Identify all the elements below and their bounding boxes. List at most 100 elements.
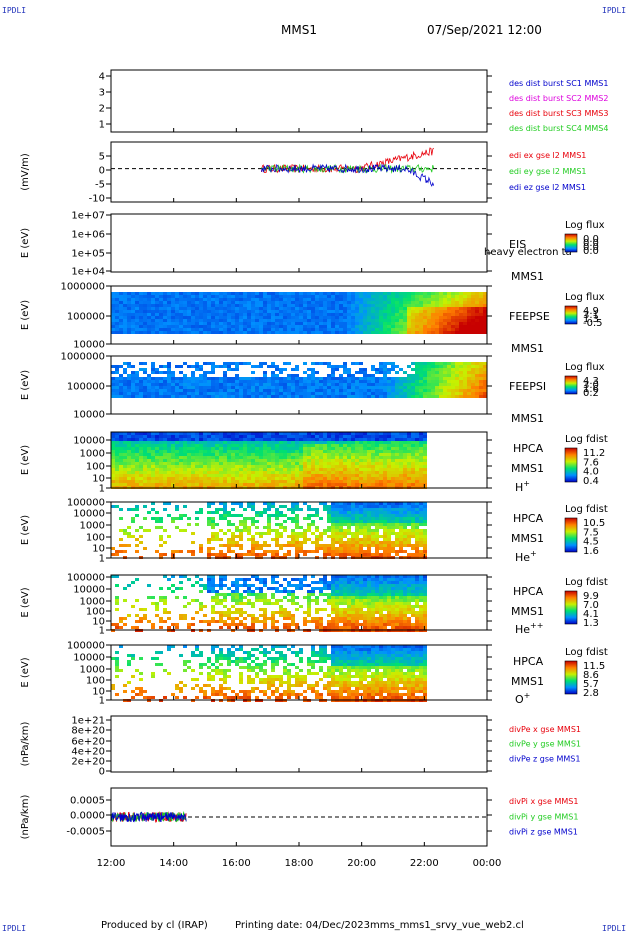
heatmap-cell [363,517,367,520]
heatmap-cell [323,392,327,395]
heatmap-cell [323,389,327,392]
heatmap-cell [451,319,455,322]
heatmap-cell [387,453,391,456]
heatmap-cell [119,474,123,477]
heatmap-cell [147,477,151,480]
heatmap-cell [475,380,479,383]
heatmap-cell [223,447,227,450]
heatmap-cell [123,532,127,535]
heatmap-cell [127,380,131,383]
heatmap-cell [343,502,347,505]
heatmap-cell [219,538,223,541]
heatmap-cell [343,298,347,301]
heatmap-cell [367,331,371,334]
heatmap-cell [115,319,119,322]
heatmap-cell [279,523,283,526]
heatmap-cell [239,474,243,477]
heatmap-cell [135,328,139,331]
heatmap-cell [419,301,423,304]
heatmap-cell [303,298,307,301]
heatmap-cell [267,435,271,438]
eis-overlay-label: heavy electron ta [484,247,572,258]
heatmap-cell [399,550,403,553]
heatmap-cell [187,578,191,581]
heatmap-cell [195,380,199,383]
heatmap-cell [223,596,227,599]
heatmap-cell [263,544,267,547]
heatmap-cell [247,438,251,441]
heatmap-cell [167,374,171,377]
heatmap-cell [211,474,215,477]
heatmap-cell [359,453,363,456]
heatmap-cell [399,298,403,301]
heatmap-cell [175,301,179,304]
heatmap-cell [379,371,383,374]
heatmap-cell [379,456,383,459]
heatmap-cell [335,298,339,301]
heatmap-cell [203,477,207,480]
heatmap-cell [395,377,399,380]
heatmap-cell [443,295,447,298]
heatmap-cell [351,295,355,298]
heatmap-cell [191,377,195,380]
heatmap-cell [303,380,307,383]
heatmap-cell [375,541,379,544]
heatmap-cell [335,526,339,529]
heatmap-cell [143,450,147,453]
heatmap-cell [383,532,387,535]
heatmap-cell [355,307,359,310]
heatmap-cell [407,456,411,459]
heatmap-cell [203,584,207,587]
heatmap-cell [323,477,327,480]
heatmap-cell [411,322,415,325]
heatmap-cell [171,295,175,298]
heatmap-cell [271,319,275,322]
heatmap-cell [243,295,247,298]
heatmap-cell [131,392,135,395]
heatmap-cell [139,620,143,623]
heatmap-cell [327,322,331,325]
heatmap-cell [179,380,183,383]
heatmap-cell [151,432,155,435]
heatmap-cell [151,301,155,304]
heatmap-cell [231,620,235,623]
legend-entry: des dist burst SC2 MMS2 [509,94,608,103]
heatmap-cell [231,383,235,386]
heatmap-cell [211,295,215,298]
heatmap-cell [423,514,427,517]
heatmap-cell [127,468,131,471]
heatmap-cell [347,450,351,453]
heatmap-cell [235,450,239,453]
heatmap-cell [391,438,395,441]
heatmap-cell [423,328,427,331]
heatmap-cell [439,301,443,304]
heatmap-cell [343,474,347,477]
heatmap-cell [271,474,275,477]
heatmap-cell [351,511,355,514]
heatmap-cell [475,313,479,316]
heatmap-cell [167,459,171,462]
heatmap-cell [115,553,119,556]
heatmap-cell [319,383,323,386]
heatmap-cell [135,377,139,380]
heatmap-cell [351,380,355,383]
heatmap-cell [367,295,371,298]
heatmap-cell [207,584,211,587]
heatmap-cell [111,432,115,435]
heatmap-cell [443,298,447,301]
heatmap-cell [483,374,487,377]
heatmap-cell [419,316,423,319]
heatmap-cell [151,368,155,371]
heatmap-cell [407,295,411,298]
heatmap-cell [135,304,139,307]
heatmap-cell [407,307,411,310]
heatmap-cell [251,304,255,307]
heatmap-cell [203,456,207,459]
heatmap-cell [223,620,227,623]
heatmap-cell [343,362,347,365]
heatmap-cell [303,325,307,328]
heatmap-cell [251,325,255,328]
heatmap-cell [279,319,283,322]
heatmap-cell [375,380,379,383]
